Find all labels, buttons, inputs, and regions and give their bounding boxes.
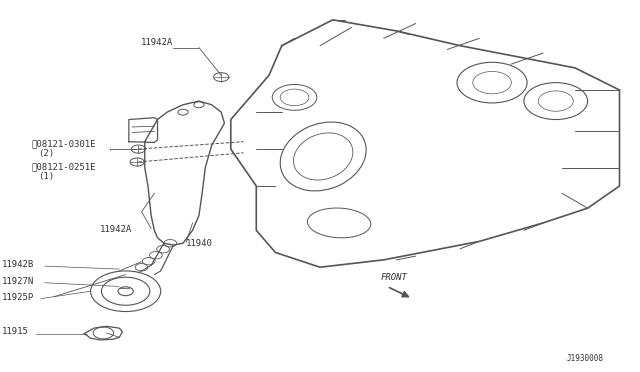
Text: (2): (2) — [38, 149, 54, 158]
Text: 11942A: 11942A — [100, 225, 132, 234]
Text: 11927N: 11927N — [1, 277, 34, 286]
Text: 11925P: 11925P — [1, 293, 34, 302]
Text: (1): (1) — [38, 171, 54, 181]
Text: 11940: 11940 — [186, 239, 213, 248]
Text: 11942B: 11942B — [1, 260, 34, 269]
Text: 11942A: 11942A — [141, 38, 173, 47]
Text: Ⓒ08121-0251E: Ⓒ08121-0251E — [32, 163, 97, 171]
Text: J1930008: J1930008 — [566, 355, 604, 363]
Text: 11915: 11915 — [1, 327, 28, 336]
Text: Ⓒ08121-0301E: Ⓒ08121-0301E — [32, 140, 97, 148]
Text: FRONT: FRONT — [381, 273, 408, 282]
